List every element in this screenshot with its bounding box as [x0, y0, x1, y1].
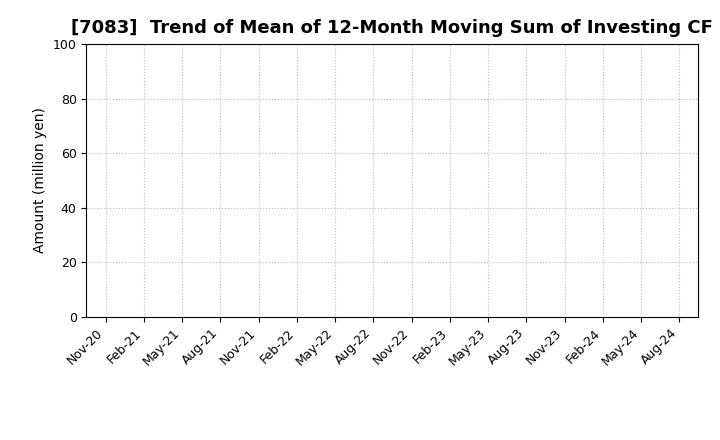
Legend: 3 Years, 5 Years, 7 Years, 10 Years: 3 Years, 5 Years, 7 Years, 10 Years [150, 438, 635, 440]
Y-axis label: Amount (million yen): Amount (million yen) [33, 107, 48, 253]
Title: [7083]  Trend of Mean of 12-Month Moving Sum of Investing CF: [7083] Trend of Mean of 12-Month Moving … [71, 19, 714, 37]
